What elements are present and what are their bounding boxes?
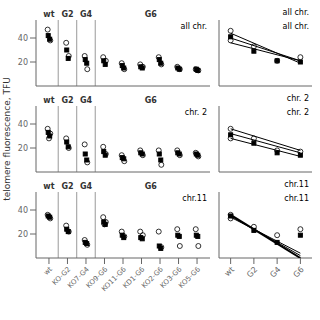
svg-text:KO5-G6: KO5-G6 bbox=[177, 265, 202, 290]
svg-text:40: 40 bbox=[18, 120, 28, 129]
html-text:chr.11: chr.11 bbox=[182, 194, 207, 203]
svg-text:40: 40 bbox=[18, 206, 28, 215]
svg-text:KO11-G6: KO11-G6 bbox=[100, 265, 128, 293]
html-text:all chr.: all chr. bbox=[282, 22, 309, 31]
html-text:chr. 2: chr. 2 bbox=[286, 108, 309, 117]
svg-text:wt: wt bbox=[43, 182, 54, 191]
svg-text:20: 20 bbox=[18, 144, 28, 153]
html-text:chr.11: chr.11 bbox=[284, 180, 309, 189]
svg-text:20: 20 bbox=[18, 58, 28, 67]
svg-text:G2: G2 bbox=[61, 10, 73, 19]
svg-text:G6: G6 bbox=[291, 265, 305, 279]
svg-text:KO3-G6: KO3-G6 bbox=[158, 265, 184, 290]
svg-text:wt: wt bbox=[43, 96, 54, 105]
html-text:all chr.: all chr. bbox=[180, 22, 207, 31]
svg-text:wt: wt bbox=[42, 265, 54, 277]
svg-text:G6: G6 bbox=[145, 96, 158, 105]
svg-text:KO7-G4: KO7-G4 bbox=[66, 265, 91, 290]
svg-text:wt: wt bbox=[43, 10, 54, 19]
svg-text:G2: G2 bbox=[61, 182, 73, 191]
svg-text:G4: G4 bbox=[80, 182, 93, 191]
svg-text:G4: G4 bbox=[268, 265, 282, 279]
svg-text:G2: G2 bbox=[61, 96, 73, 105]
svg-text:G6: G6 bbox=[145, 10, 158, 19]
svg-text:20: 20 bbox=[18, 230, 28, 239]
svg-text:G6: G6 bbox=[145, 182, 158, 191]
svg-text:wt: wt bbox=[223, 265, 236, 278]
svg-text:KO2-G6: KO2-G6 bbox=[140, 265, 165, 290]
html-text:telomere fluorescence, TFU: telomere fluorescence, TFU bbox=[2, 77, 12, 201]
svg-text:G2: G2 bbox=[245, 265, 259, 279]
svg-text:KO-G2: KO-G2 bbox=[50, 265, 73, 287]
html-text:chr. 2: chr. 2 bbox=[184, 108, 207, 117]
svg-text:40: 40 bbox=[18, 34, 28, 43]
svg-text:KD1-G6: KD1-G6 bbox=[121, 265, 147, 291]
svg-text:KO9-G6: KO9-G6 bbox=[84, 265, 110, 290]
html-text:all chr.: all chr. bbox=[282, 8, 309, 17]
html-text:chr.11: chr.11 bbox=[284, 194, 309, 203]
html-text:chr. 2: chr. 2 bbox=[286, 94, 309, 103]
svg-text:G4: G4 bbox=[80, 10, 93, 19]
svg-text:G4: G4 bbox=[80, 96, 93, 105]
